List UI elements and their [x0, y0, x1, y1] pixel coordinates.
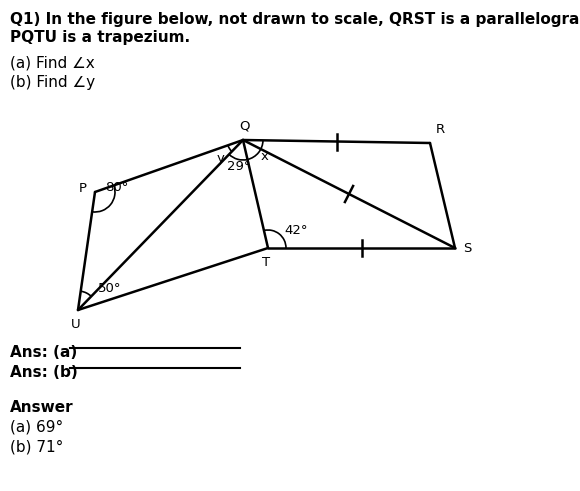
Text: x: x [261, 149, 269, 163]
Text: 50°: 50° [98, 281, 122, 295]
Text: y: y [217, 152, 225, 164]
Text: Answer: Answer [10, 400, 74, 415]
Text: (a) 69°: (a) 69° [10, 420, 63, 435]
Text: (b) Find ∠y: (b) Find ∠y [10, 75, 95, 90]
Text: (a) Find ∠x: (a) Find ∠x [10, 55, 95, 70]
Text: Ans: (b): Ans: (b) [10, 365, 78, 380]
Text: 80°: 80° [106, 181, 129, 193]
Text: PQTU is a trapezium.: PQTU is a trapezium. [10, 30, 190, 45]
Text: 42°: 42° [284, 223, 308, 237]
Text: Q1) In the figure below, not drawn to scale, QRST is a parallelogram and: Q1) In the figure below, not drawn to sc… [10, 12, 580, 27]
Text: Ans: (a): Ans: (a) [10, 345, 77, 360]
Text: T: T [262, 255, 270, 269]
Text: U: U [71, 318, 81, 330]
Text: 29°: 29° [227, 160, 251, 172]
Text: R: R [436, 122, 444, 136]
Text: Q: Q [239, 119, 249, 133]
Text: P: P [79, 182, 87, 194]
Text: (b) 71°: (b) 71° [10, 440, 63, 455]
Text: S: S [463, 242, 471, 254]
